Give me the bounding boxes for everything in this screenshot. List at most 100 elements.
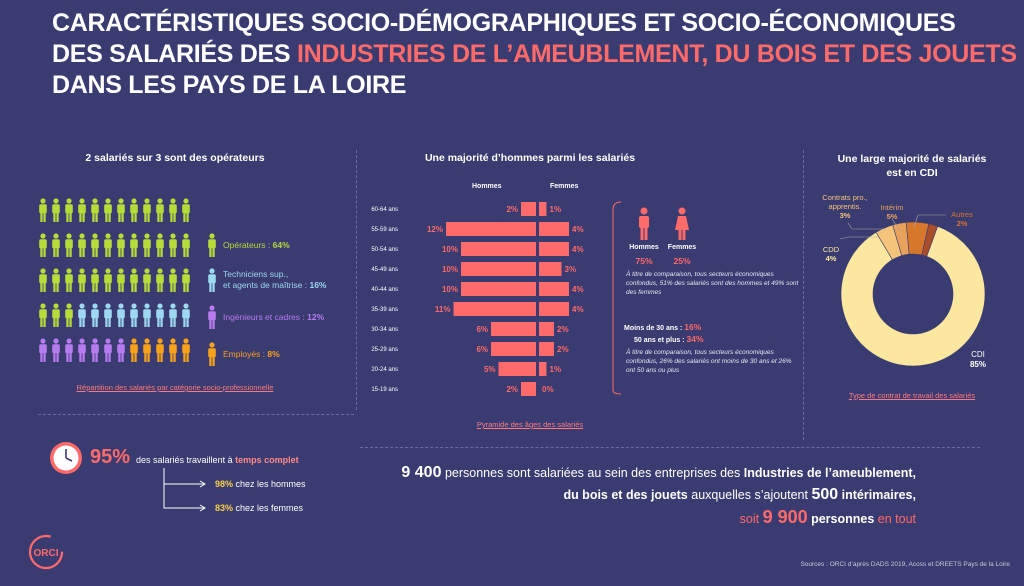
legend-techniciens-text: Techniciens sup., et agents de maîtrise :… [223, 269, 326, 291]
bar-femmes [539, 342, 554, 356]
summary-t2b: du bois et des jouets [563, 488, 688, 502]
male-icon [639, 207, 649, 240]
csp-source-link[interactable]: Répartition des salariés par catégorie s… [76, 383, 274, 392]
pie-value-contrats: 3% [839, 211, 851, 220]
person-icon [130, 268, 138, 292]
pie-value-autres: 2% [956, 219, 968, 228]
person-icon [117, 338, 125, 362]
temps-femmes-value: 83% [215, 503, 234, 513]
person-icon [143, 198, 151, 222]
contrat-source-link[interactable]: Type de contrat de travail des salariés [848, 391, 976, 400]
pie-leader-lines [839, 214, 946, 240]
person-icon [91, 233, 99, 257]
person-icon [65, 198, 73, 222]
person-icon [208, 232, 216, 257]
person-icon [182, 338, 190, 362]
summary-t2: auxquelles s’ajoutent [687, 488, 812, 502]
legend-label: Techniciens sup., [223, 269, 289, 279]
age-label: 45-49 ans [371, 267, 398, 273]
bar-femmes [539, 282, 569, 296]
bar-femmes-label: 4% [572, 285, 584, 294]
temps-femmes: 83% chez les femmes [215, 503, 303, 513]
bar-femmes-label: 1% [550, 365, 562, 374]
contract-pie-chart [840, 221, 986, 367]
person-icon [104, 268, 112, 292]
people-row [38, 338, 191, 363]
person-icon [78, 198, 86, 222]
person-icon [78, 268, 86, 292]
pie-label-autres: Autres 2% [944, 210, 980, 228]
page-title: CARACTÉRISTIQUES SOCIO-DÉMOGRAPHIQUES ET… [52, 8, 1017, 101]
person-icon [104, 198, 112, 222]
bar-hommes-label: 12% [427, 225, 443, 234]
person-icon [208, 341, 216, 366]
orci-logo[interactable]: ORCI [26, 532, 66, 572]
person-icon [130, 198, 138, 222]
person-icon [91, 198, 99, 222]
bar-femmes-label: 2% [557, 345, 569, 354]
title-line-2-start: DES SALARIÉS DES [52, 40, 297, 68]
temps-femmes-text: chez les femmes [233, 503, 304, 513]
bar-femmes [539, 202, 547, 216]
person-icon [117, 303, 125, 327]
gender-hommes-label: Hommes [629, 244, 659, 251]
age-plus50-label: 50 ans et plus : [634, 337, 687, 344]
temps-hommes-value: 98% [215, 479, 234, 489]
age-moins30-label: Moins de 30 ans : [624, 325, 685, 332]
bar-hommes [453, 302, 536, 316]
pyramid-bracket [612, 201, 622, 395]
pie-label-cdi-text: CDI [971, 350, 985, 359]
contrat-heading-2: est en CDI [886, 167, 938, 179]
pie-label-cdd: CDD 4% [818, 245, 844, 263]
age-label: 35-39 ans [371, 307, 398, 313]
bar-hommes [521, 202, 536, 216]
person-icon [52, 338, 60, 362]
person-icon [78, 233, 86, 257]
pie-value-interim: 5% [886, 212, 898, 221]
contrat-heading: Une large majorité de salariés est en CD… [812, 152, 1012, 180]
gender-femmes-value: 25% [673, 256, 691, 266]
legend-employes-text: Employés : 8% [223, 349, 280, 359]
branch-arrows [163, 468, 206, 512]
person-icon [52, 303, 60, 327]
summary-line-3: soit 9 900 personnes en tout [360, 506, 916, 530]
person-icon [130, 338, 138, 362]
temps-percent: 95% [90, 446, 131, 468]
person-icon [91, 268, 99, 292]
person-icon [208, 304, 216, 329]
bar-femmes [539, 222, 569, 236]
person-icon [52, 268, 60, 292]
legend-label: Employés : [223, 349, 268, 359]
age-plus50-value: 34% [686, 334, 704, 344]
legend-label: Ingénieurs et cadres : [223, 312, 308, 322]
person-icon [169, 303, 177, 327]
person-icon [39, 268, 47, 292]
person-icon [39, 303, 47, 327]
person-icon [156, 338, 164, 362]
summary-n2: 500 [811, 486, 839, 503]
person-icon [182, 303, 190, 327]
bar-femmes [539, 242, 569, 256]
pyramid-source-link[interactable]: Pyramide des âges des salariés [476, 420, 584, 429]
summary-n3: 9 900 [762, 507, 808, 527]
title-line-1: CARACTÉRISTIQUES SOCIO-DÉMOGRAPHIQUES ET… [52, 9, 956, 37]
pie-label-contrats-1: Contrats pro., [822, 193, 868, 202]
summary-t1: personnes sont salariées au sein des ent… [441, 466, 744, 480]
person-icon [182, 268, 190, 292]
title-line-2: DES SALARIÉS DES INDUSTRIES DE L’AMEUBLE… [52, 39, 1017, 70]
age-label: 30-34 ans [371, 327, 398, 333]
people-row [38, 303, 191, 328]
legend-operateurs-text: Opérateurs : 64% [223, 240, 290, 250]
bar-hommes-label: 2% [506, 205, 518, 214]
bar-femmes-label: 2% [557, 325, 569, 334]
pie-slice [840, 225, 986, 367]
person-icon [104, 303, 112, 327]
bar-femmes-label: 1% [550, 205, 562, 214]
bar-hommes [491, 322, 536, 336]
person-icon [39, 338, 47, 362]
person-icon [39, 233, 47, 257]
bar-hommes-label: 10% [442, 245, 458, 254]
pie-value-cdi: 85% [969, 360, 986, 369]
contrat-heading-1: Une large majorité de salariés [837, 153, 987, 165]
bar-femmes [539, 302, 569, 316]
